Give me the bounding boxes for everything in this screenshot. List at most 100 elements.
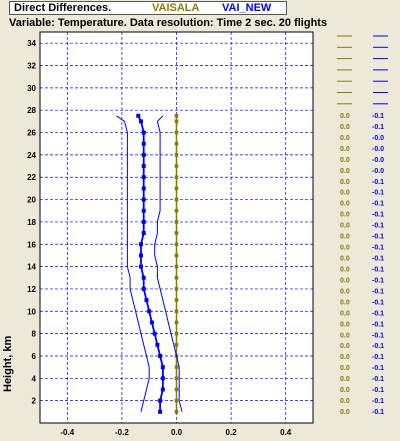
side-value-vaisala: 0.0 <box>340 179 350 186</box>
y-tick-label: 20 <box>27 196 36 205</box>
point-vaisala <box>174 410 179 414</box>
legend-title: Direct Differences. <box>14 2 112 14</box>
side-value-vaisala: 0.0 <box>340 277 350 284</box>
point-vaisala <box>174 365 179 369</box>
y-axis-label: Height, km <box>2 336 14 392</box>
point-vaisala <box>174 197 179 202</box>
point-vaisala <box>174 253 179 258</box>
y-tick-label: 28 <box>27 106 36 115</box>
point-vaisala <box>174 113 179 118</box>
side-panel: 0.0 -0.1 0.0 -0.1 0.0 -0.0 0.0 -0.0 0.0 -0.0 0.0 -0… <box>337 35 388 416</box>
side-value-vai-new: -0.0 <box>372 168 384 175</box>
legend-entry-vai-new: VAI_NEW <box>222 2 272 14</box>
side-value-vai-new: -0.1 <box>372 124 384 131</box>
point-vai-new <box>160 387 165 392</box>
point-vaisala <box>174 264 179 269</box>
side-value-vaisala: 0.0 <box>340 234 350 241</box>
point-vai-new <box>160 365 165 370</box>
y-tick-label: 12 <box>27 285 36 294</box>
side-value-vai-new: -0.1 <box>372 277 384 284</box>
side-value-vaisala: 0.0 <box>340 266 350 273</box>
side-value-vai-new: -0.1 <box>372 398 384 405</box>
y-tick-label: 16 <box>27 240 36 249</box>
side-value-vaisala: 0.0 <box>340 201 350 208</box>
point-vai-new <box>149 320 154 325</box>
point-vai-new <box>155 342 160 347</box>
side-value-vai-new: -0.0 <box>372 135 384 142</box>
point-vaisala <box>174 275 179 280</box>
side-value-vaisala: 0.0 <box>340 354 350 361</box>
y-tick-label: 4 <box>32 374 37 383</box>
point-vaisala <box>174 376 179 381</box>
series-layer <box>116 113 183 414</box>
side-value-vaisala: 0.0 <box>340 113 350 120</box>
side-value-vai-new: -0.1 <box>372 266 384 273</box>
point-vai-new <box>141 141 146 146</box>
point-vai-new <box>141 175 146 180</box>
side-value-vai-new: -0.0 <box>372 146 384 153</box>
axes: -0.4 -0.2 0.0 0.2 0.424681012141618202224262… <box>27 31 314 437</box>
side-value-vai-new: -0.1 <box>372 245 384 252</box>
y-tick-label: 10 <box>27 307 36 316</box>
point-vaisala <box>174 309 179 314</box>
point-vai-new <box>139 119 144 124</box>
side-value-vaisala: 0.0 <box>340 135 350 142</box>
side-value-vai-new: -0.1 <box>372 212 384 219</box>
side-value-vaisala: 0.0 <box>340 223 350 230</box>
x-tick-label: 0.4 <box>280 428 292 437</box>
point-vaisala <box>174 141 179 146</box>
point-vai-new <box>147 309 152 314</box>
point-vai-new <box>141 152 146 157</box>
side-value-vai-new: -0.1 <box>372 365 384 372</box>
y-tick-label: 8 <box>32 330 37 339</box>
side-value-vaisala: 0.0 <box>340 321 350 328</box>
side-value-vaisala: 0.0 <box>340 376 350 383</box>
side-value-vai-new: -0.1 <box>372 234 384 241</box>
point-vaisala <box>174 287 179 291</box>
point-vaisala <box>174 331 179 336</box>
side-value-vai-new: -0.1 <box>372 256 384 263</box>
plot-frame <box>39 31 314 424</box>
point-vai-new <box>139 264 144 269</box>
side-value-vai-new: -0.1 <box>372 190 384 197</box>
point-vai-new <box>141 275 146 280</box>
side-value-vaisala: 0.0 <box>340 343 350 350</box>
side-value-vaisala: 0.0 <box>340 365 350 372</box>
side-value-vaisala: 0.0 <box>340 256 350 263</box>
side-value-vai-new: -0.1 <box>372 299 384 306</box>
side-value-vaisala: 0.0 <box>340 212 350 219</box>
x-tick-label: -0.4 <box>60 428 74 437</box>
series-lower-bound-vai-new <box>116 115 150 412</box>
point-vaisala <box>174 320 179 325</box>
y-tick-label: 32 <box>27 62 36 71</box>
series-line-vai-new <box>137 115 164 412</box>
point-vai-new <box>139 253 144 258</box>
point-vai-new <box>139 242 144 247</box>
point-vaisala <box>174 220 179 224</box>
point-vai-new <box>144 298 149 303</box>
side-value-vai-new: -0.1 <box>372 387 384 394</box>
side-value-vai-new: -0.1 <box>372 332 384 339</box>
point-vaisala <box>174 130 179 135</box>
side-value-vaisala: 0.0 <box>340 146 350 153</box>
point-vai-new <box>141 219 146 224</box>
point-vaisala <box>174 242 179 247</box>
y-tick-label: 14 <box>27 263 36 272</box>
side-value-vai-new: -0.1 <box>372 310 384 317</box>
y-tick-label: 24 <box>27 151 36 160</box>
point-vaisala <box>174 231 179 235</box>
point-vaisala <box>174 298 179 302</box>
point-vai-new <box>158 398 163 403</box>
y-tick-label: 6 <box>32 352 37 361</box>
side-value-vaisala: 0.0 <box>340 409 350 416</box>
y-tick-label: 2 <box>32 397 37 406</box>
point-vai-new <box>160 376 165 381</box>
point-vaisala <box>174 343 179 347</box>
side-value-vaisala: 0.0 <box>340 124 350 131</box>
y-tick-label: 26 <box>27 129 36 138</box>
side-value-vaisala: 0.0 <box>340 168 350 175</box>
series-upper-bound-vai-new <box>154 115 183 412</box>
x-tick-label: 0.2 <box>226 428 238 437</box>
